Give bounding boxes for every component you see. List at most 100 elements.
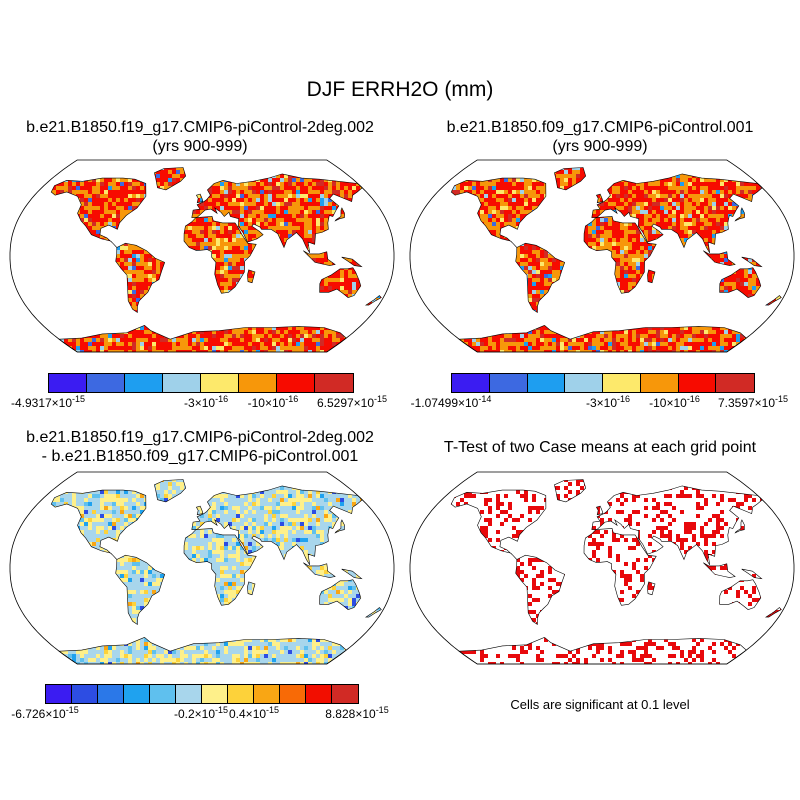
colorbar-tick-label: 7.3597×10-15 xyxy=(717,394,789,410)
coastline xyxy=(719,267,762,298)
coastline xyxy=(50,489,147,560)
bottom-right-panel-title: T-Test of two Case means at each grid po… xyxy=(443,439,757,456)
coastline xyxy=(319,267,362,298)
map-boundary xyxy=(409,471,795,665)
coastline xyxy=(515,242,566,314)
colorbar-swatch xyxy=(640,374,679,392)
significance-note: Cells are significant at 0.1 level xyxy=(510,697,690,712)
coastline xyxy=(191,173,363,253)
colorbar-tick-label: -10×10-16 xyxy=(649,394,700,410)
colorbar-tick-label: -1.07499×10-14 xyxy=(410,394,492,410)
top-right-title-line2: (yrs 900-999) xyxy=(552,138,648,155)
colorbar-swatch xyxy=(46,685,72,703)
colorbar-swatch xyxy=(150,685,176,703)
colorbar-swatch xyxy=(228,685,254,703)
map-boundary xyxy=(9,159,395,353)
colorbar-swatch xyxy=(332,685,358,703)
coastline xyxy=(647,269,656,284)
colorbar-swatch xyxy=(489,374,528,392)
colorbar-swatch xyxy=(176,685,202,703)
colorbar-swatch xyxy=(527,374,566,392)
bottom-left-colorbar xyxy=(45,684,359,704)
colorbar-swatch xyxy=(163,374,201,392)
colorbar-swatch xyxy=(277,374,315,392)
coastline xyxy=(734,519,745,534)
coastline xyxy=(195,505,204,516)
coastline xyxy=(303,250,336,266)
coastline xyxy=(334,519,345,534)
coastline xyxy=(341,568,363,580)
colorbar-swatch xyxy=(98,685,124,703)
coastline xyxy=(319,579,362,610)
coastline xyxy=(247,581,256,596)
coastline xyxy=(450,177,547,248)
colorbar-swatch xyxy=(716,374,754,392)
coastline xyxy=(741,568,763,580)
coastline xyxy=(734,207,745,222)
colorbar-tick-label: -3×10-16 xyxy=(586,394,631,410)
bottom-left-title-line1: b.e21.B1850.f19_g17.CMIP6-piControl-2deg… xyxy=(26,429,374,446)
coastline xyxy=(554,479,587,503)
colorbar-swatch xyxy=(201,374,239,392)
top-left-colorbar xyxy=(48,373,354,393)
top-right-panel-title: b.e21.B1850.f09_g17.CMIP6-piControl.001 … xyxy=(400,118,800,156)
colorbar-tick-label: 6.5297×10-15 xyxy=(316,394,388,410)
coastline xyxy=(334,207,345,222)
colorbar-tick-label: -0.2×10-15 xyxy=(173,705,229,721)
coastline xyxy=(719,579,762,610)
coastline xyxy=(183,528,257,606)
colorbar-swatch xyxy=(306,685,332,703)
figure-title: DJF ERRH2O (mm) xyxy=(306,78,494,101)
coastline xyxy=(341,256,363,268)
coastline xyxy=(195,193,204,204)
colorbar-tick-label: 8.828×10-15 xyxy=(325,705,389,721)
coastline xyxy=(703,250,736,266)
top-left-panel-title: b.e21.B1850.f19_g17.CMIP6-piControl-2deg… xyxy=(0,118,400,156)
colorbar-tick-label: -4.9317×10-15 xyxy=(10,394,86,410)
coastline xyxy=(583,216,657,294)
coastline xyxy=(450,489,547,560)
coastline xyxy=(115,242,166,314)
coastline xyxy=(154,479,187,503)
coastline xyxy=(741,256,763,268)
colorbar-swatch xyxy=(280,685,306,703)
coastline xyxy=(115,554,166,626)
coastline xyxy=(591,485,763,565)
coastline xyxy=(50,177,147,248)
coastline xyxy=(703,562,736,578)
colorbar-tick-label: -10×10-16 xyxy=(247,394,299,410)
coastline xyxy=(764,607,782,618)
top-left-map xyxy=(9,159,395,353)
coastline xyxy=(595,193,604,204)
coastline xyxy=(303,562,336,578)
map-boundary xyxy=(9,471,395,665)
colorbar-swatch xyxy=(49,374,87,392)
coastline xyxy=(515,554,566,626)
colorbar-swatch xyxy=(72,685,98,703)
bottom-right-map xyxy=(409,471,795,665)
bottom-left-map xyxy=(9,471,395,665)
colorbar-tick-label: -3×10-16 xyxy=(184,394,229,410)
colorbar-swatch xyxy=(254,685,280,703)
coastline xyxy=(595,505,604,516)
colorbar-tick-label: -6.726×10-15 xyxy=(11,705,79,721)
coastline xyxy=(554,167,587,191)
coastline xyxy=(154,167,187,191)
colorbar-swatch xyxy=(315,374,353,392)
coastline xyxy=(583,528,657,606)
top-right-title-line1: b.e21.B1850.f09_g17.CMIP6-piControl.001 xyxy=(446,119,754,136)
colorbar-swatch xyxy=(87,374,125,392)
top-right-colorbar xyxy=(451,373,755,393)
coastline xyxy=(364,295,382,306)
colorbar-swatch xyxy=(125,374,163,392)
colorbar-swatch xyxy=(202,685,228,703)
bottom-left-title-line2: - b.e21.B1850.f09_g17.CMIP6-piControl.00… xyxy=(41,448,359,465)
coastline xyxy=(191,485,363,565)
colorbar-swatch xyxy=(565,374,603,392)
top-left-title-line1: b.e21.B1850.f19_g17.CMIP6-piControl-2deg… xyxy=(26,119,374,136)
colorbar-swatch xyxy=(124,685,150,703)
bottom-left-panel-title: b.e21.B1850.f19_g17.CMIP6-piControl-2deg… xyxy=(0,428,400,466)
colorbar-swatch xyxy=(678,374,717,392)
coastline xyxy=(764,295,782,306)
top-right-map xyxy=(409,159,795,353)
